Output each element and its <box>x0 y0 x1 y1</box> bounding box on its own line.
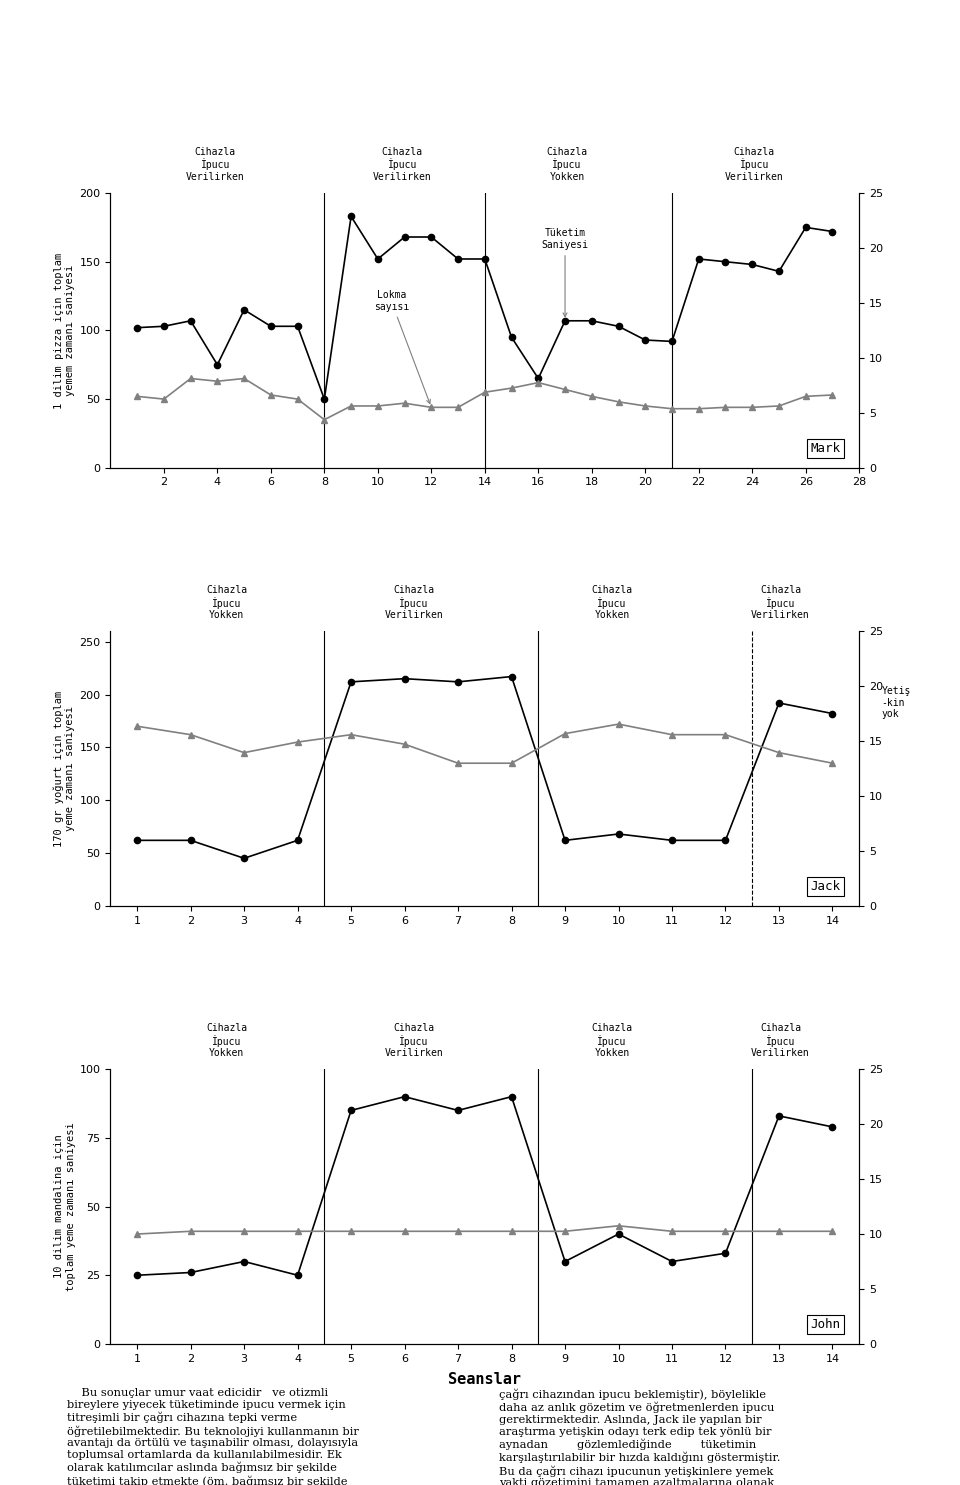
Text: Cihazla
İpucu
Yokken: Cihazla İpucu Yokken <box>591 1023 633 1059</box>
Text: Cihazla
İpucu
Verilirken: Cihazla İpucu Verilirken <box>186 147 245 183</box>
Text: Mark: Mark <box>810 443 841 454</box>
Text: Cihazla
İpucu
Verilirken: Cihazla İpucu Verilirken <box>725 147 783 183</box>
Y-axis label: 10 dilim mandalina için
toplam yeme zamanı saniyesi: 10 dilim mandalina için toplam yeme zama… <box>54 1123 76 1290</box>
Text: Cihazla
İpucu
Yokken: Cihazla İpucu Yokken <box>205 585 247 621</box>
Text: Jack: Jack <box>810 881 841 892</box>
Text: Cihazla
İpucu
Verilirken: Cihazla İpucu Verilirken <box>384 585 443 621</box>
Y-axis label: 170 gr yoğurt için toplam
yeme zamanı saniyesi: 170 gr yoğurt için toplam yeme zamanı sa… <box>54 691 76 846</box>
Text: Cihazla
İpucu
Yokken: Cihazla İpucu Yokken <box>546 147 588 183</box>
Text: John: John <box>810 1319 841 1331</box>
Text: Cihazla
İpucu
Verilirken: Cihazla İpucu Verilirken <box>752 1023 810 1059</box>
Text: çağrı cihazından ipucu beklemiştir), böylelikle
daha az anlık gözetim ve öğretme: çağrı cihazından ipucu beklemiştir), böy… <box>499 1388 780 1485</box>
Text: Bu sonuçlar umur vaat edicidir   ve otizmli
bireylere yiyecek tüketiminde ipucu : Bu sonuçlar umur vaat edicidir ve otizml… <box>67 1388 359 1485</box>
Text: Cihazla
İpucu
Verilirken: Cihazla İpucu Verilirken <box>384 1023 443 1059</box>
X-axis label: Seanslar: Seanslar <box>448 1372 521 1387</box>
Text: Lokma
sayısı: Lokma sayısı <box>373 290 430 404</box>
Y-axis label: 1 dilim pizza için toplam
yemem zamanı saniyesi: 1 dilim pizza için toplam yemem zamanı s… <box>54 252 76 408</box>
Text: Yetiş
-kin
yok: Yetiş -kin yok <box>881 686 911 719</box>
Text: Cihazla
İpucu
Yokken: Cihazla İpucu Yokken <box>591 585 633 621</box>
Text: Tüketim
Saniyesi: Tüketim Saniyesi <box>541 229 588 316</box>
Text: Cihazla
İpucu
Verilirken: Cihazla İpucu Verilirken <box>752 585 810 621</box>
Text: Cihazla
İpucu
Verilirken: Cihazla İpucu Verilirken <box>373 147 432 183</box>
Text: Cihazla
İpucu
Yokken: Cihazla İpucu Yokken <box>205 1023 247 1059</box>
